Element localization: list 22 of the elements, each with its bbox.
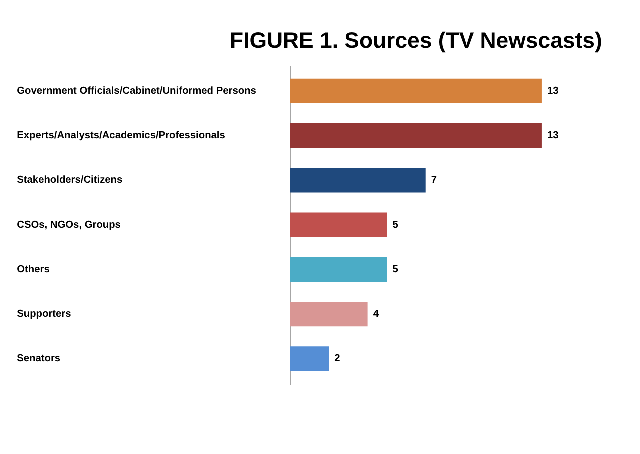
data-label: 13 (548, 130, 560, 142)
data-label: 4 (373, 309, 380, 320)
y-tick-label: Stakeholders/Citizens (17, 175, 124, 186)
data-label: 7 (431, 175, 438, 186)
bar (290, 212, 388, 238)
data-label: 5 (392, 264, 399, 276)
y-tick-label: Experts/Analysts/Academics/Professionals (17, 130, 226, 142)
data-label: 2 (334, 354, 341, 365)
data-label: 13 (548, 86, 560, 97)
bar (290, 346, 330, 372)
bar (290, 257, 388, 282)
bar (290, 78, 542, 104)
y-tick-label: CSOs, NGOs, Groups (17, 220, 122, 231)
y-tick-label: Senators (17, 354, 61, 365)
chart-title: FIGURE 1. Sources (TV Newscasts) (230, 28, 602, 53)
bar (290, 124, 542, 148)
data-label: 5 (392, 220, 399, 231)
bar (290, 302, 368, 327)
y-tick-label: Others (17, 264, 50, 276)
y-tick-label: Government Officials/Cabinet/Uniformed Persons (17, 86, 257, 97)
bar (290, 168, 426, 193)
y-tick-label: Supporters (17, 309, 72, 320)
